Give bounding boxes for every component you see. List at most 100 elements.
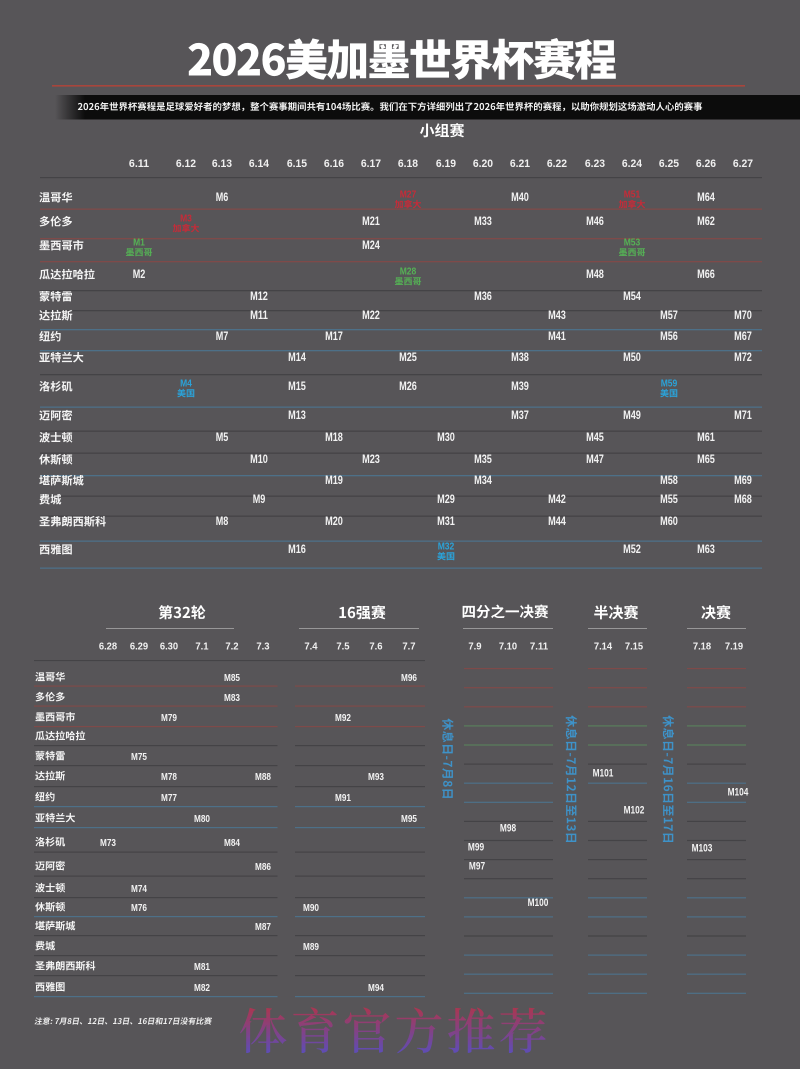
svg-text:M35: M35 bbox=[474, 454, 492, 466]
svg-text:M65: M65 bbox=[697, 454, 715, 466]
svg-text:M98: M98 bbox=[500, 823, 516, 835]
svg-text:M7: M7 bbox=[216, 331, 229, 343]
svg-text:M10: M10 bbox=[250, 454, 268, 466]
svg-text:6.19: 6.19 bbox=[436, 158, 456, 170]
svg-text:M20: M20 bbox=[325, 516, 343, 528]
svg-text:M43: M43 bbox=[548, 310, 566, 322]
svg-text:M32: M32 bbox=[438, 541, 455, 553]
svg-text:7.11: 7.11 bbox=[530, 641, 548, 653]
svg-text:M30: M30 bbox=[437, 432, 455, 444]
svg-text:M72: M72 bbox=[734, 352, 752, 364]
svg-text:6.29: 6.29 bbox=[130, 641, 148, 653]
svg-text:M58: M58 bbox=[660, 475, 678, 487]
svg-text:M24: M24 bbox=[362, 240, 380, 252]
svg-text:M97: M97 bbox=[469, 861, 485, 873]
svg-text:M61: M61 bbox=[697, 432, 715, 444]
svg-text:6.12: 6.12 bbox=[176, 158, 196, 170]
svg-text:7.1: 7.1 bbox=[195, 641, 208, 653]
svg-text:M78: M78 bbox=[161, 771, 177, 783]
svg-text:M47: M47 bbox=[586, 454, 604, 466]
svg-text:M44: M44 bbox=[548, 516, 566, 528]
svg-text:6.15: 6.15 bbox=[287, 158, 307, 170]
svg-text:M57: M57 bbox=[660, 310, 678, 322]
svg-text:M17: M17 bbox=[325, 331, 343, 343]
svg-text:M40: M40 bbox=[511, 192, 529, 204]
svg-text:6.11: 6.11 bbox=[129, 158, 149, 170]
svg-text:M55: M55 bbox=[660, 494, 678, 506]
svg-text:M93: M93 bbox=[368, 771, 384, 783]
svg-text:6.21: 6.21 bbox=[510, 158, 530, 170]
svg-text:M53: M53 bbox=[624, 237, 641, 249]
svg-text:6.27: 6.27 bbox=[733, 158, 753, 170]
svg-text:M18: M18 bbox=[325, 432, 343, 444]
svg-text:M76: M76 bbox=[131, 902, 147, 914]
svg-text:M87: M87 bbox=[255, 921, 271, 933]
svg-text:M62: M62 bbox=[697, 216, 715, 228]
svg-text:M56: M56 bbox=[660, 331, 678, 343]
svg-text:M33: M33 bbox=[474, 216, 492, 228]
svg-text:M36: M36 bbox=[474, 291, 492, 303]
svg-text:M101: M101 bbox=[593, 768, 614, 780]
svg-text:M73: M73 bbox=[100, 837, 116, 849]
svg-text:M8: M8 bbox=[216, 516, 229, 528]
svg-text:M49: M49 bbox=[623, 410, 641, 422]
svg-text:M42: M42 bbox=[548, 494, 566, 506]
svg-text:7.14: 7.14 bbox=[594, 641, 612, 653]
svg-text:6.23: 6.23 bbox=[585, 158, 605, 170]
svg-text:M51: M51 bbox=[624, 189, 641, 201]
svg-text:M85: M85 bbox=[224, 672, 240, 684]
svg-text:7.19: 7.19 bbox=[725, 641, 743, 653]
svg-text:6.20: 6.20 bbox=[473, 158, 493, 170]
svg-text:7.3: 7.3 bbox=[256, 641, 269, 653]
svg-text:7.6: 7.6 bbox=[369, 641, 382, 653]
svg-text:M15: M15 bbox=[288, 381, 306, 393]
svg-text:M82: M82 bbox=[194, 982, 210, 994]
svg-text:M95: M95 bbox=[401, 813, 417, 825]
svg-text:7.7: 7.7 bbox=[402, 641, 415, 653]
svg-text:M28: M28 bbox=[400, 266, 417, 278]
svg-text:M12: M12 bbox=[250, 291, 268, 303]
svg-text:M6: M6 bbox=[216, 192, 229, 204]
svg-text:M54: M54 bbox=[623, 291, 641, 303]
svg-text:M68: M68 bbox=[734, 494, 752, 506]
svg-text:M70: M70 bbox=[734, 310, 752, 322]
svg-text:6.30: 6.30 bbox=[160, 641, 178, 653]
svg-text:M96: M96 bbox=[401, 672, 417, 684]
svg-text:M88: M88 bbox=[255, 771, 271, 783]
svg-text:M25: M25 bbox=[399, 352, 417, 364]
svg-text:M64: M64 bbox=[697, 192, 715, 204]
svg-text:6.22: 6.22 bbox=[547, 158, 567, 170]
svg-text:7.5: 7.5 bbox=[336, 641, 349, 653]
svg-text:M3: M3 bbox=[180, 213, 192, 225]
svg-text:7.10: 7.10 bbox=[499, 641, 517, 653]
svg-text:7.18: 7.18 bbox=[693, 641, 711, 653]
svg-text:M75: M75 bbox=[131, 751, 147, 763]
svg-text:M79: M79 bbox=[161, 712, 177, 724]
svg-text:M4: M4 bbox=[180, 378, 192, 390]
svg-text:M9: M9 bbox=[253, 494, 266, 506]
svg-text:M90: M90 bbox=[303, 902, 319, 914]
svg-text:M52: M52 bbox=[623, 544, 641, 556]
svg-text:6.17: 6.17 bbox=[361, 158, 381, 170]
svg-text:M29: M29 bbox=[437, 494, 455, 506]
svg-text:M103: M103 bbox=[692, 843, 713, 855]
svg-text:M91: M91 bbox=[335, 792, 351, 804]
svg-text:M60: M60 bbox=[660, 516, 678, 528]
svg-text:M45: M45 bbox=[586, 432, 604, 444]
svg-text:7.4: 7.4 bbox=[304, 641, 317, 653]
svg-text:M27: M27 bbox=[400, 189, 417, 201]
svg-text:M77: M77 bbox=[161, 792, 177, 804]
svg-text:M94: M94 bbox=[368, 982, 384, 994]
svg-text:M31: M31 bbox=[437, 516, 455, 528]
svg-text:7.15: 7.15 bbox=[625, 641, 643, 653]
svg-text:M13: M13 bbox=[288, 410, 306, 422]
svg-text:6.25: 6.25 bbox=[659, 158, 679, 170]
svg-text:M67: M67 bbox=[734, 331, 752, 343]
svg-text:M38: M38 bbox=[511, 352, 529, 364]
svg-text:M102: M102 bbox=[624, 805, 645, 817]
svg-text:M50: M50 bbox=[623, 352, 641, 364]
svg-text:M84: M84 bbox=[224, 837, 240, 849]
svg-text:M21: M21 bbox=[362, 216, 380, 228]
svg-text:M104: M104 bbox=[728, 787, 749, 799]
svg-text:M41: M41 bbox=[548, 331, 566, 343]
